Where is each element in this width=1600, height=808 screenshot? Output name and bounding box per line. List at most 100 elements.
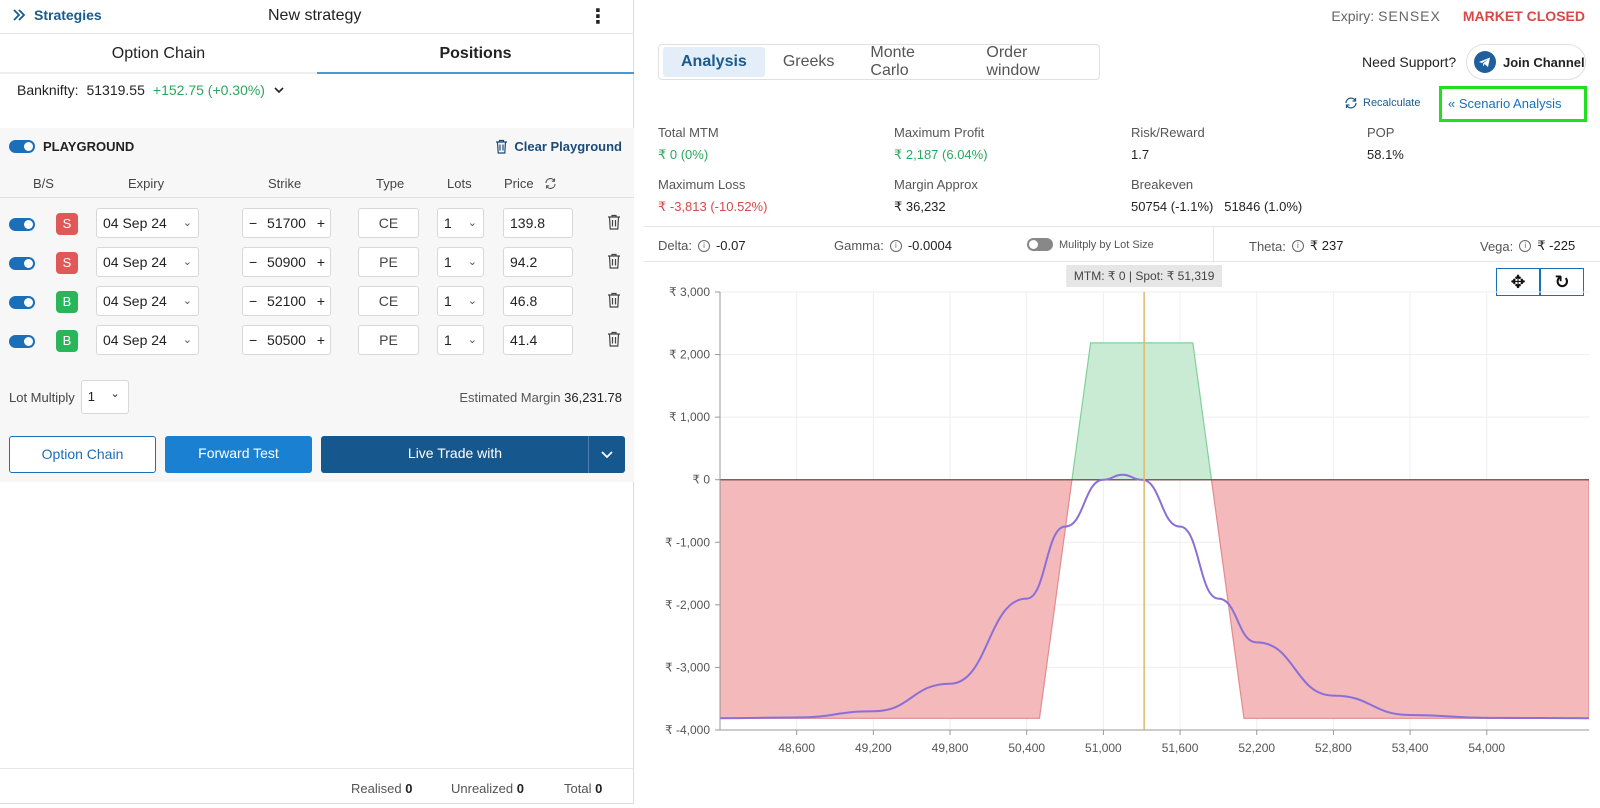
greeks-divider: [1213, 227, 1214, 263]
option-chain-button[interactable]: Option Chain: [9, 436, 156, 473]
chevron-down-icon: ⌄: [467, 295, 477, 307]
info-icon[interactable]: i: [1291, 240, 1304, 252]
lots-select[interactable]: 1 ⌄: [437, 325, 484, 355]
tab-monte-carlo[interactable]: Monte Carlo: [870, 44, 915, 79]
x-tick-label: 54,000: [1468, 741, 1505, 755]
refresh-icon: [1345, 97, 1357, 109]
expiry-select[interactable]: 04 Sep 24 ⌄: [96, 208, 199, 238]
price-input[interactable]: 94.2: [503, 247, 573, 277]
type-cell[interactable]: CE: [358, 208, 419, 238]
type-cell[interactable]: CE: [358, 286, 419, 316]
row-toggle[interactable]: [9, 335, 35, 348]
tab-order-window[interactable]: Order window: [986, 44, 1040, 79]
tab-positions[interactable]: Positions: [317, 36, 634, 74]
greek-value: ₹ 237: [1309, 238, 1344, 253]
trash-icon[interactable]: [607, 292, 621, 308]
minus-icon[interactable]: −: [249, 254, 258, 270]
strategies-link[interactable]: Strategies: [12, 7, 102, 23]
trash-icon[interactable]: [607, 331, 621, 347]
recalculate-button[interactable]: Recalculate: [1344, 96, 1420, 110]
trash-icon[interactable]: [607, 253, 621, 269]
type-cell[interactable]: PE: [358, 325, 419, 355]
minus-icon[interactable]: −: [249, 215, 258, 231]
row-toggle[interactable]: [9, 296, 35, 309]
stat-value: ₹ 36,232: [894, 199, 946, 214]
lots-select[interactable]: 1 ⌄: [437, 247, 484, 277]
side-badge[interactable]: B: [56, 291, 78, 313]
strike-stepper[interactable]: −50900 +: [242, 247, 331, 277]
more-menu-icon[interactable]: ⋮: [588, 6, 608, 28]
expiry-select[interactable]: 04 Sep 24 ⌄: [96, 325, 199, 355]
join-channel-button[interactable]: Join Channel: [1466, 44, 1586, 80]
expiry-value: 04 Sep 24: [103, 215, 167, 231]
greek-label: Vega:: [1480, 238, 1514, 254]
payoff-chart[interactable]: ₹ 3,000 ₹ 2,000 ₹ 1,000 ₹ 0 ₹ -1,000 ₹ -2,000…: [644, 262, 1600, 808]
price-input[interactable]: 139.8: [503, 208, 573, 238]
expiry-select[interactable]: 04 Sep 24 ⌄: [96, 286, 199, 316]
pan-tool-button[interactable]: ✥: [1496, 268, 1540, 296]
live-trade-button[interactable]: Live Trade with: [321, 436, 625, 473]
row-toggle[interactable]: [9, 257, 35, 270]
right-panel: Expiry: SENSEX MARKET CLOSED Analysis Gr…: [644, 0, 1600, 808]
multiply-toggle[interactable]: [1027, 238, 1053, 251]
side-badge[interactable]: B: [56, 330, 78, 352]
scenario-analysis-label: Scenario Analysis: [1458, 96, 1562, 111]
strike-stepper[interactable]: −50500 +: [242, 325, 331, 355]
tab-analysis[interactable]: Analysis: [663, 47, 765, 77]
rotate-icon: ↻: [1554, 272, 1570, 292]
ticker-row[interactable]: Banknifty: 51319.55 +152.75 (+0.30%): [17, 82, 285, 98]
tab-greeks[interactable]: Greeks: [782, 53, 835, 70]
minus-icon[interactable]: −: [249, 332, 258, 348]
strike-stepper[interactable]: −52100 +: [242, 286, 331, 316]
playground-toggle[interactable]: [9, 140, 35, 153]
side-badge[interactable]: S: [56, 213, 78, 235]
forward-test-button[interactable]: Forward Test: [165, 436, 312, 473]
type-cell[interactable]: PE: [358, 247, 419, 277]
stat-label: Breakeven: [1131, 177, 1194, 192]
greek-gamma: Gamma: i -0.0004: [834, 238, 952, 253]
left-tabs: Option Chain Positions: [0, 36, 634, 74]
y-tick-label: ₹ -4,000: [665, 723, 710, 737]
unrealized-value: 0: [516, 781, 525, 796]
scenario-analysis-button[interactable]: « Scenario Analysis: [1439, 86, 1587, 122]
info-icon[interactable]: i: [889, 239, 902, 252]
side-badge[interactable]: S: [56, 252, 78, 274]
greeks-bar: Delta: i -0.07 Gamma: i -0.0004 Mulitply by …: [644, 226, 1600, 263]
analysis-tabs: Analysis Greeks Monte Carlo Order window: [658, 44, 1100, 80]
live-trade-dropdown[interactable]: [588, 436, 625, 473]
chevron-down-icon: ⌄: [467, 217, 477, 229]
expiry-select[interactable]: 04 Sep 24 ⌄: [96, 247, 199, 277]
refresh-prices-icon[interactable]: [544, 177, 557, 190]
lot-multiply-label: Lot Multiply: [9, 389, 75, 405]
y-tick-label: ₹ 3,000: [669, 285, 710, 299]
minus-icon[interactable]: −: [249, 293, 258, 309]
strategy-title[interactable]: New strategy: [268, 7, 362, 24]
price-input[interactable]: 46.8: [503, 286, 573, 316]
stat-breakeven: Breakeven 50754 (-1.1%) 51846 (1.0%): [1131, 177, 1302, 214]
strike-value: 50500: [267, 332, 306, 348]
stat-label: Maximum Profit: [894, 125, 985, 140]
plus-icon[interactable]: +: [316, 293, 325, 309]
greek-theta: Theta: i ₹ 237: [1249, 238, 1343, 254]
info-icon[interactable]: i: [1519, 240, 1532, 252]
market-status: MARKET CLOSED: [1462, 8, 1585, 24]
plus-icon[interactable]: +: [316, 254, 325, 270]
trash-icon[interactable]: [607, 214, 621, 230]
strike-stepper[interactable]: −51700 +: [242, 208, 331, 238]
reset-zoom-button[interactable]: ↻: [1540, 268, 1584, 296]
clear-playground-button[interactable]: Clear Playground: [495, 139, 622, 154]
chevron-down-icon[interactable]: [273, 84, 285, 96]
info-icon[interactable]: i: [697, 239, 710, 252]
playground-title: PLAYGROUND: [43, 139, 135, 154]
plus-icon[interactable]: +: [316, 332, 325, 348]
ticker-value: 51319.55: [86, 82, 145, 98]
row-toggle[interactable]: [9, 218, 35, 231]
tab-option-chain[interactable]: Option Chain: [0, 36, 317, 74]
lot-multiply-select[interactable]: 1 ⌄: [80, 380, 129, 414]
x-tick-label: 52,200: [1238, 741, 1275, 755]
plus-icon[interactable]: +: [316, 215, 325, 231]
lots-select[interactable]: 1 ⌄: [437, 286, 484, 316]
lots-select[interactable]: 1 ⌄: [437, 208, 484, 238]
multiply-lot-size[interactable]: Mulitply by Lot Size: [1027, 238, 1154, 251]
price-input[interactable]: 41.4: [503, 325, 573, 355]
